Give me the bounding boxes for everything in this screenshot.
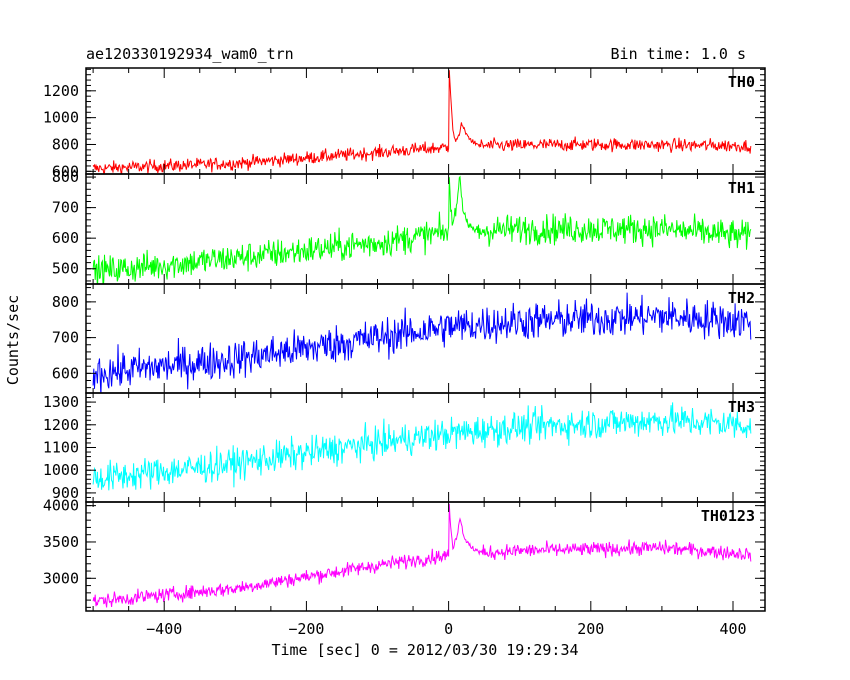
x-tick-label: 0 <box>444 620 453 638</box>
panel-label: TH2 <box>728 289 755 307</box>
series-line-th3 <box>92 402 752 491</box>
x-tick-label: −400 <box>146 620 182 638</box>
panel-th1: 500 600 700 800 TH1 <box>52 168 766 285</box>
panel-label: TH3 <box>728 398 755 416</box>
panel-label: TH0123 <box>701 507 755 525</box>
y-tick-label: 1200 <box>43 416 79 434</box>
bin-time-label: Bin time: 1.0 s <box>611 45 746 63</box>
panel-th3: 900 1000 1100 1200 1300 TH3 <box>43 392 766 503</box>
y-tick-label: 1200 <box>43 82 79 100</box>
y-tick-label: 1100 <box>43 439 79 457</box>
x-tick-label: 200 <box>577 620 604 638</box>
panel-th0123: 3000 3500 4000 TH0123 <box>43 497 766 612</box>
panel-frame <box>85 392 766 503</box>
y-axis-label: Counts/sec <box>4 295 22 385</box>
y-tick-label: 3500 <box>43 533 79 551</box>
y-tick-label: 700 <box>52 199 79 217</box>
series-line-th0 <box>92 70 752 174</box>
y-tick-label: 700 <box>52 329 79 347</box>
y-tick-label: 800 <box>52 168 79 186</box>
x-tick-label: −200 <box>288 620 324 638</box>
y-tick-label: 800 <box>52 135 79 153</box>
y-tick-label: 800 <box>52 293 79 311</box>
panel-frame <box>85 67 766 175</box>
y-tick-label: 600 <box>52 162 79 180</box>
series-line-th1 <box>92 175 752 284</box>
chart-title: ae120330192934_wam0_trn <box>86 45 294 63</box>
panel-th0: 600 800 1000 1200 TH0 <box>43 67 766 180</box>
series-line-th2 <box>92 292 752 393</box>
series-line-th0123 <box>92 503 752 608</box>
y-tick-label: 600 <box>52 364 79 382</box>
y-tick-label: 3000 <box>43 569 79 587</box>
y-tick-label: 500 <box>52 260 79 278</box>
y-tick-label: 600 <box>52 229 79 247</box>
y-tick-label: 900 <box>52 484 79 502</box>
y-tick-label: 1000 <box>43 109 79 127</box>
y-tick-label: 1300 <box>43 393 79 411</box>
y-tick-label: 4000 <box>43 497 79 515</box>
y-tick-label: 1000 <box>43 461 79 479</box>
panel-th2: 600 700 800 TH2 <box>52 283 766 394</box>
x-tick-label: 400 <box>719 620 746 638</box>
panel-label: TH0 <box>728 73 755 91</box>
panel-label: TH1 <box>728 179 755 197</box>
x-axis-label: Time [sec] 0 = 2012/03/30 19:29:34 <box>271 641 578 659</box>
